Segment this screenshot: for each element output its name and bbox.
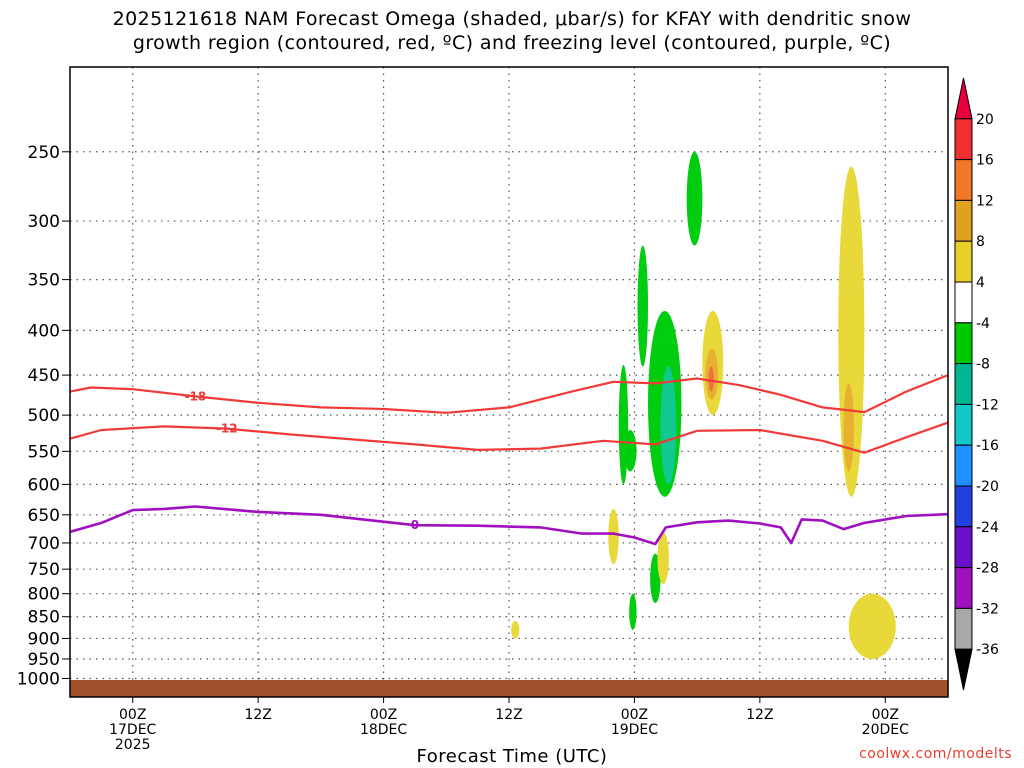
x-tick-label: 18DEC	[360, 722, 407, 738]
omega-region-2	[637, 245, 649, 367]
x-tick-label: 20DEC	[862, 722, 909, 738]
colorbar-top-arrow	[954, 77, 973, 120]
y-tick-label: 450	[28, 366, 60, 386]
colorbar-label: -28	[976, 561, 999, 577]
omega-region-7	[629, 593, 637, 630]
axes: 2503003504004505005506006507007508008509…	[17, 66, 949, 753]
colorbar-segment	[954, 403, 973, 446]
y-tick-label: 900	[28, 629, 60, 649]
colorbar-segment	[954, 485, 973, 528]
colorbar-label: -36	[976, 642, 999, 658]
y-tick-label: 600	[28, 475, 60, 495]
colorbar-label: 12	[976, 193, 994, 209]
omega-shading	[511, 151, 896, 659]
colorbar-segment	[954, 240, 973, 283]
x-tick-label: 00Z	[872, 707, 899, 723]
colorbar-label: 8	[976, 234, 985, 250]
y-tick-label: 750	[28, 560, 60, 580]
y-tick-label: 500	[28, 406, 60, 426]
colorbar-label: -24	[976, 520, 999, 536]
x-tick-label: 00Z	[119, 707, 146, 723]
colorbar-label: -32	[976, 601, 999, 617]
x-tick-label: 12Z	[495, 707, 522, 723]
colorbar-label: 4	[976, 275, 985, 291]
omega-region-13	[848, 593, 896, 659]
terrain-fill	[70, 680, 948, 697]
y-tick-label: 250	[28, 143, 60, 163]
plot-background	[70, 67, 948, 697]
colorbar-segment	[954, 567, 973, 609]
omega-region-15	[657, 531, 669, 585]
colorbar-segment	[954, 526, 973, 569]
chart-title-line1: 2025121618 NAM Forecast Omega (shaded, μ…	[112, 8, 912, 30]
plot-area	[70, 67, 948, 697]
colorbar-label: -4	[976, 316, 990, 332]
contour-label: -18	[185, 389, 207, 403]
colorbar-segment	[954, 199, 973, 242]
x-tick-label: 17DEC	[109, 722, 156, 738]
contour-line--18	[69, 374, 949, 414]
credit-link[interactable]: coolwx.com/modelts	[859, 746, 1012, 762]
colorbar-segment	[954, 607, 973, 650]
x-tick-label: 00Z	[621, 707, 648, 723]
y-tick-label: 700	[28, 534, 60, 554]
colorbar-segment	[954, 159, 973, 201]
chart-title-line2: growth region (contoured, red, ºC) and f…	[132, 32, 892, 54]
colorbar-segment	[954, 363, 973, 405]
colorbar-label: -8	[976, 357, 990, 373]
colorbar-segment	[954, 322, 973, 365]
x-tick-label: 2025	[115, 737, 151, 753]
colorbar-label: -12	[976, 397, 999, 413]
x-tick-label: 12Z	[746, 707, 773, 723]
colorbar-label: -16	[976, 438, 999, 454]
omega-region-4	[660, 366, 677, 485]
y-tick-label: 950	[28, 650, 60, 670]
omega-region-16	[511, 621, 520, 639]
omega-region-10	[708, 366, 714, 392]
y-tick-label: 350	[28, 271, 60, 291]
y-tick-label: 400	[28, 321, 60, 341]
x-tick-label: 00Z	[370, 707, 397, 723]
colorbar-bottom-arrow	[954, 648, 973, 691]
omega-region-5	[686, 151, 703, 246]
x-tick-label: 12Z	[244, 707, 271, 723]
y-tick-label: 850	[28, 608, 60, 628]
contour-line-0	[69, 505, 949, 546]
contour-label: 0	[411, 518, 419, 532]
contour-lines: -18 -12 0	[69, 374, 949, 546]
colorbar-segment	[954, 444, 973, 487]
contour-label: -12	[216, 422, 238, 436]
y-tick-label: 650	[28, 506, 60, 526]
colorbar-segment	[954, 281, 973, 324]
colorbar-label: 16	[976, 153, 994, 169]
omega-region-1	[623, 430, 637, 472]
x-tick-label: 19DEC	[611, 722, 658, 738]
colorbar-label: 20	[976, 112, 994, 128]
x-axis-label: Forecast Time (UTC)	[416, 746, 608, 767]
grid-lines	[70, 67, 948, 697]
y-tick-label: 1000	[17, 669, 60, 689]
omega-region-12	[843, 383, 854, 472]
colorbar-segment	[954, 118, 973, 161]
terrain-band	[70, 680, 948, 697]
omega-region-14	[608, 508, 619, 565]
y-tick-label: 300	[28, 212, 60, 232]
colorbar: 20 16 12 8 4 -4 -8 -12 -16 -20 -24 -28 -32 -36	[954, 77, 999, 691]
y-tick-label: 550	[28, 442, 60, 462]
colorbar-label: -20	[976, 479, 999, 495]
y-tick-label: 800	[28, 585, 60, 605]
contour-line--12	[69, 421, 949, 454]
